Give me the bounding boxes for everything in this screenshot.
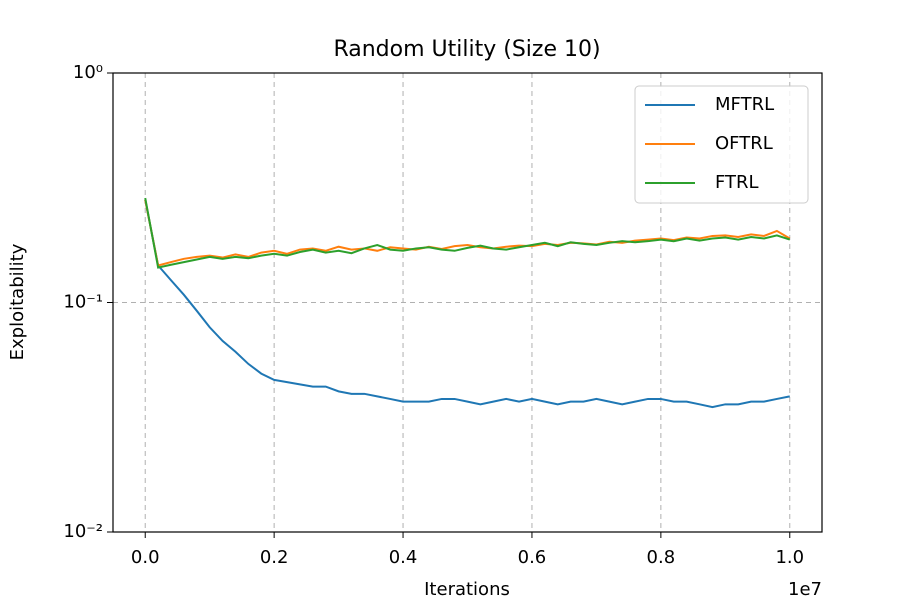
legend-box [634, 85, 809, 204]
plot-frame [112, 72, 823, 533]
y-axis-label: Exploitability [7, 243, 28, 360]
x-tick-label: 0.2 [260, 547, 289, 568]
x-offset-label: 1e7 [788, 579, 822, 600]
chart-title: Random Utility (Size 10) [333, 37, 600, 62]
x-tick-label: 0.6 [518, 547, 547, 568]
x-tick-label: 1.0 [775, 547, 804, 568]
x-tick-label: 0.4 [389, 547, 418, 568]
legend-label: MFTRL [715, 94, 774, 115]
series-line [144, 199, 790, 409]
x-tick-label: 0.0 [131, 547, 160, 568]
series-line [144, 199, 791, 267]
legend-label: FTRL [715, 172, 759, 193]
x-tick-label: 0.8 [647, 547, 676, 568]
x-axis-label: Iterations [424, 579, 510, 600]
legend-label: OFTRL [715, 133, 773, 154]
y-tick-label: 10⁰ [73, 62, 103, 83]
y-tick-label: 10⁻¹ [63, 292, 103, 313]
series-line [144, 197, 791, 269]
y-tick-label: 10⁻² [63, 521, 103, 542]
